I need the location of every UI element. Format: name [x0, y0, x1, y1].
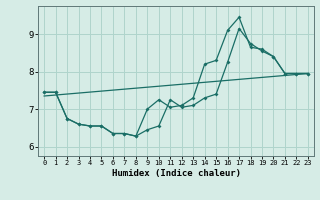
- X-axis label: Humidex (Indice chaleur): Humidex (Indice chaleur): [111, 169, 241, 178]
